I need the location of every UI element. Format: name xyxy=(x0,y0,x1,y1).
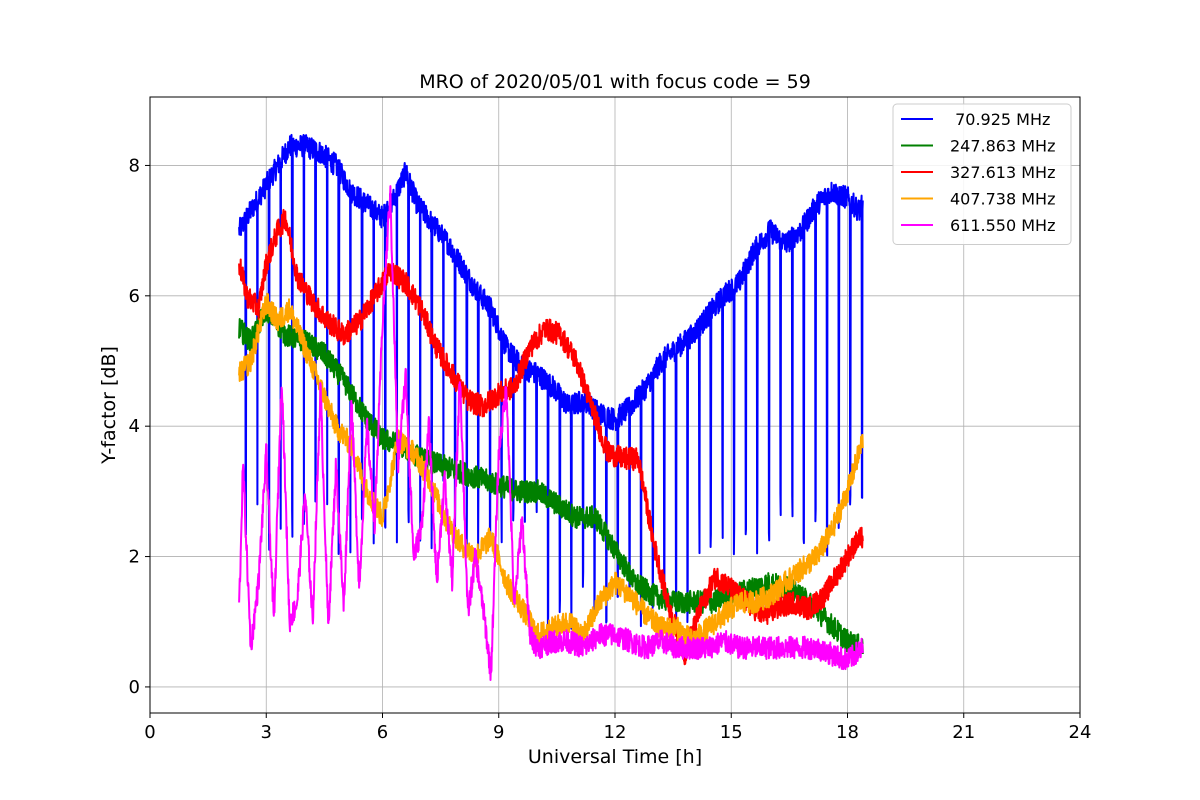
y-tick-label: 2 xyxy=(129,547,140,568)
legend-box xyxy=(892,103,1072,245)
x-tick-label: 24 xyxy=(1069,722,1092,743)
legend-entry-label: 70.925 MHz xyxy=(950,110,1050,129)
legend-entry-label: 611.550 MHz xyxy=(950,216,1055,235)
x-tick-label: 15 xyxy=(720,722,743,743)
x-tick-label: 0 xyxy=(144,722,155,743)
x-tick-label: 3 xyxy=(261,722,272,743)
x-tick-label: 9 xyxy=(493,722,504,743)
series-line xyxy=(238,299,864,657)
x-tick-label: 6 xyxy=(377,722,388,743)
y-tick-label: 8 xyxy=(129,155,140,176)
chart-title: MRO of 2020/05/01 with focus code = 59 xyxy=(419,71,811,93)
x-tick-label: 12 xyxy=(604,722,627,743)
legend: 70.925 MHz 247.863 MHz 327.613 MHz 407.738 … xyxy=(892,103,1072,245)
y-tick-label: 0 xyxy=(129,677,140,698)
series-line xyxy=(238,133,864,630)
x-tick-label: 18 xyxy=(836,722,859,743)
y-tick-label: 4 xyxy=(129,416,140,437)
plot-series xyxy=(238,133,864,681)
x-tick-label: 21 xyxy=(952,722,975,743)
legend-entry-label: 247.863 MHz xyxy=(950,137,1055,156)
y-axis-label: Y-factor [dB] xyxy=(98,346,120,465)
x-axis-label: Universal Time [h] xyxy=(528,746,702,768)
legend-entry-label: 327.613 MHz xyxy=(950,163,1055,182)
y-tick-label: 6 xyxy=(129,286,140,307)
legend-entry-label: 407.738 MHz xyxy=(950,190,1055,209)
series-line xyxy=(238,185,864,681)
